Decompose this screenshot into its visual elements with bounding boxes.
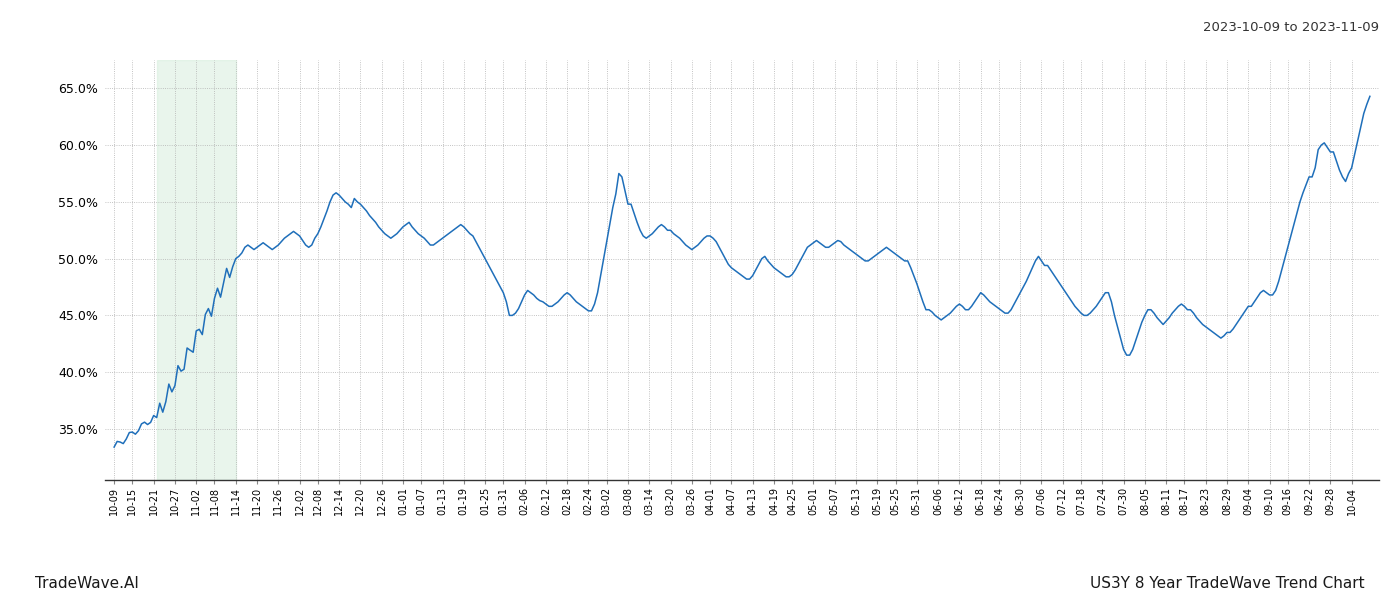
Text: TradeWave.AI: TradeWave.AI bbox=[35, 576, 139, 591]
Text: 2023-10-09 to 2023-11-09: 2023-10-09 to 2023-11-09 bbox=[1203, 21, 1379, 34]
Text: US3Y 8 Year TradeWave Trend Chart: US3Y 8 Year TradeWave Trend Chart bbox=[1091, 576, 1365, 591]
Bar bbox=[157, 60, 235, 480]
